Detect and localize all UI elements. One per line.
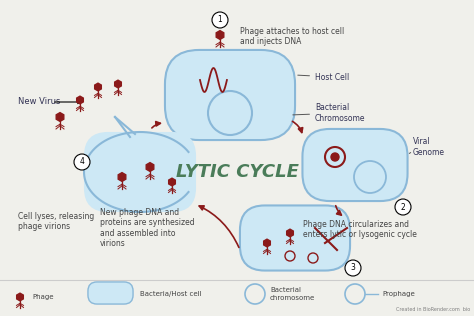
- Text: Bacteria/Host cell: Bacteria/Host cell: [140, 291, 201, 297]
- Text: Host Cell: Host Cell: [298, 72, 349, 82]
- Text: Phage attaches to host cell
and injects DNA: Phage attaches to host cell and injects …: [240, 27, 344, 46]
- Polygon shape: [216, 31, 224, 40]
- Polygon shape: [56, 112, 64, 121]
- Text: 1: 1: [218, 15, 222, 25]
- Circle shape: [395, 199, 411, 215]
- Circle shape: [212, 12, 228, 28]
- Text: LYTIC CYCLE: LYTIC CYCLE: [175, 163, 299, 181]
- Text: Created in BioRender.com  bio: Created in BioRender.com bio: [396, 307, 470, 312]
- Text: 2: 2: [401, 203, 405, 211]
- Text: Viral
Genome: Viral Genome: [413, 137, 445, 157]
- Text: 4: 4: [80, 157, 84, 167]
- Circle shape: [74, 154, 90, 170]
- FancyBboxPatch shape: [88, 282, 133, 304]
- Polygon shape: [115, 80, 121, 88]
- Text: 3: 3: [351, 264, 356, 272]
- Text: New phage DNA and
proteins are synthesized
and assembled into
virions: New phage DNA and proteins are synthesiz…: [100, 208, 195, 248]
- Text: Phage: Phage: [32, 294, 54, 300]
- Polygon shape: [287, 229, 293, 237]
- Polygon shape: [95, 83, 101, 91]
- Polygon shape: [77, 96, 83, 104]
- Circle shape: [331, 153, 339, 161]
- FancyBboxPatch shape: [240, 205, 350, 270]
- Text: Cell lyses, releasing
phage virions: Cell lyses, releasing phage virions: [18, 212, 94, 231]
- Text: Prophage: Prophage: [382, 291, 415, 297]
- FancyBboxPatch shape: [84, 132, 196, 212]
- FancyBboxPatch shape: [165, 50, 295, 140]
- Polygon shape: [169, 178, 175, 186]
- Polygon shape: [17, 293, 23, 301]
- Text: Bacterial
Chromosome: Bacterial Chromosome: [293, 103, 365, 123]
- Text: Phage DNA circularizes and
enters lytic or lysogenic cycle: Phage DNA circularizes and enters lytic …: [303, 220, 417, 240]
- Text: Bacterial
chromosome: Bacterial chromosome: [270, 288, 315, 301]
- Polygon shape: [118, 173, 126, 181]
- Polygon shape: [264, 239, 270, 247]
- Polygon shape: [146, 163, 154, 171]
- FancyBboxPatch shape: [302, 129, 408, 201]
- Text: New Virus: New Virus: [18, 98, 60, 106]
- Circle shape: [345, 260, 361, 276]
